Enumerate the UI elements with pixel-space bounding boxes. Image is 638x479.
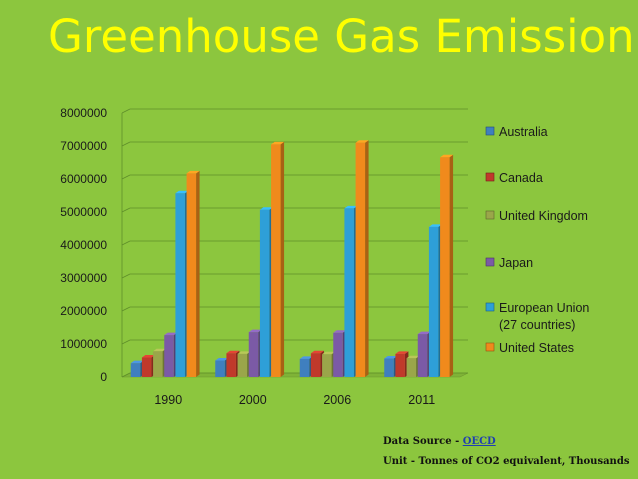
bar <box>384 358 394 377</box>
legend-label: European Union (27 countries) <box>499 301 589 332</box>
bar-top <box>355 140 369 143</box>
legend-swatch <box>485 257 495 267</box>
bar <box>299 358 310 377</box>
y-tick-label: 5000000 <box>60 205 107 219</box>
y-tick-label: 2000000 <box>60 304 107 318</box>
bar-top <box>333 330 347 333</box>
bar-top <box>417 331 431 335</box>
bar-side <box>449 154 454 377</box>
bar-top <box>215 358 229 361</box>
bar-top <box>322 351 336 355</box>
bar <box>322 354 332 377</box>
bar-top <box>384 356 398 359</box>
x-tick-label: 2011 <box>408 393 435 407</box>
x-tick-label: 1990 <box>154 393 182 407</box>
bar-top <box>271 141 285 145</box>
x-tick-label: 2006 <box>323 393 351 407</box>
bar <box>271 144 281 377</box>
bar-top <box>130 360 144 364</box>
legend-swatch <box>485 342 495 352</box>
gridline <box>121 108 468 114</box>
legend-label: Australia <box>499 125 548 139</box>
bar <box>226 353 236 377</box>
bar-top <box>395 351 409 354</box>
bar <box>175 193 185 377</box>
bar-top <box>153 348 167 352</box>
bar <box>344 208 354 377</box>
bar-top <box>237 351 251 354</box>
bar-top <box>428 224 442 227</box>
bar-side <box>280 141 285 377</box>
bar-top <box>175 190 189 194</box>
gridline <box>121 174 468 180</box>
bar <box>237 353 248 377</box>
bar <box>186 173 197 377</box>
bar <box>333 332 343 377</box>
bar <box>440 157 450 377</box>
bar-top <box>259 207 273 210</box>
bar <box>417 334 428 377</box>
legend-label: United Kingdom <box>499 209 588 223</box>
bar-top <box>310 350 324 354</box>
bar-top <box>440 154 454 158</box>
data-source-note: Data Source - OECD <box>383 436 496 447</box>
bar <box>395 353 405 377</box>
bar-top <box>299 356 313 359</box>
y-tick-label: 1000000 <box>60 337 107 351</box>
bar <box>248 332 259 377</box>
bar <box>406 358 417 377</box>
legend-label: Japan <box>499 256 533 270</box>
bar-top <box>186 170 200 174</box>
unit-note: Unit - Tonnes of CO2 equivalent, Thousan… <box>383 456 630 467</box>
bar <box>310 353 321 377</box>
legend-swatch <box>485 302 495 312</box>
gridline <box>121 141 468 147</box>
legend-swatch <box>485 210 495 220</box>
bar <box>141 357 152 377</box>
bar-top <box>226 350 240 354</box>
bar <box>259 209 270 377</box>
bar <box>355 142 366 377</box>
bar <box>130 363 141 377</box>
bar <box>428 226 439 377</box>
legend-swatch <box>485 172 495 182</box>
bar <box>164 335 174 377</box>
bar-top <box>344 205 358 209</box>
x-tick-label: 2000 <box>239 393 267 407</box>
y-tick-label: 7000000 <box>60 139 107 153</box>
y-tick-label: 3000000 <box>60 271 107 285</box>
bar-top <box>141 355 155 358</box>
bar-top <box>164 332 178 336</box>
legend-label: United States <box>499 341 574 355</box>
legend-swatch <box>485 126 495 136</box>
slide-title: Greenhouse Gas Emission <box>48 10 635 63</box>
oecd-link[interactable]: OECD <box>462 436 496 447</box>
y-tick-label: 8000000 <box>60 106 107 120</box>
data-source-label: Data Source - <box>383 436 463 447</box>
y-tick-label: 6000000 <box>60 172 107 186</box>
bar <box>153 351 163 377</box>
bar <box>215 360 225 377</box>
y-tick-label: 4000000 <box>60 238 107 252</box>
bar-top <box>406 355 420 359</box>
bar-side <box>365 140 369 377</box>
legend-label: Canada <box>499 171 543 185</box>
bar-top <box>248 329 262 333</box>
bar-side <box>196 170 200 377</box>
y-tick-label: 0 <box>100 370 107 384</box>
